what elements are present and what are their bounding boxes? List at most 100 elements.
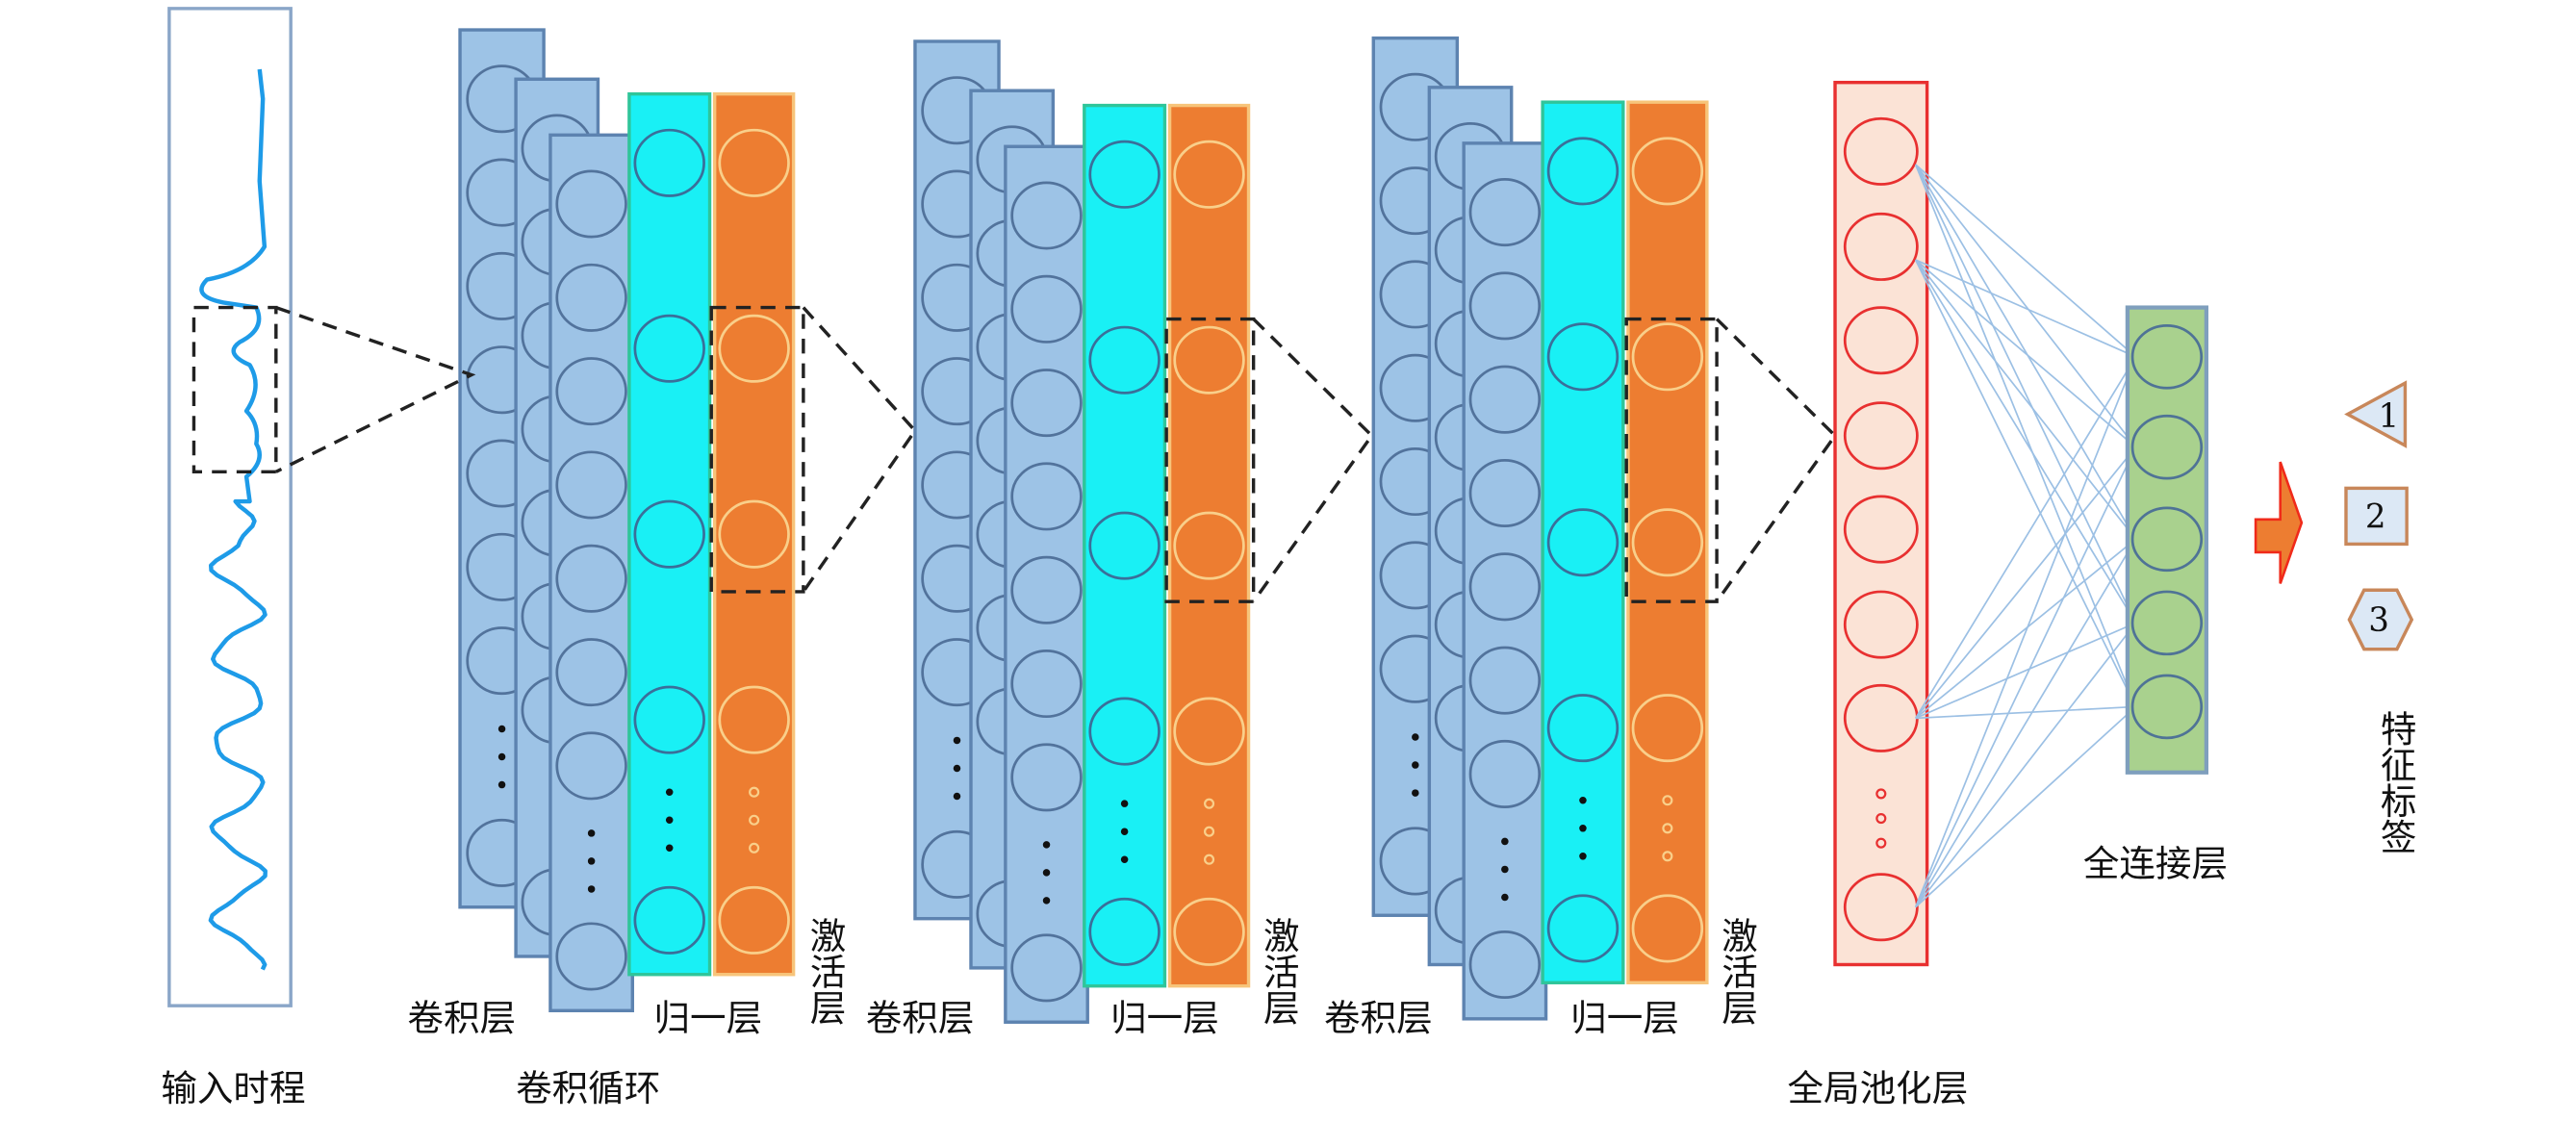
neuron bbox=[1173, 511, 1245, 580]
activation-layer-label-3: 激活层 bbox=[1716, 917, 1758, 1026]
ellipsis-dot bbox=[1579, 797, 1587, 804]
neuron bbox=[1843, 590, 1919, 659]
activation-layer-3 bbox=[1626, 100, 1709, 984]
neuron bbox=[2130, 674, 2204, 740]
ellipsis-dot bbox=[1501, 837, 1509, 846]
ellipsis-dot bbox=[749, 842, 760, 853]
ellipsis-dot bbox=[1412, 789, 1419, 797]
neuron bbox=[718, 885, 790, 955]
connection-line bbox=[1915, 164, 2137, 448]
input-signal-box bbox=[167, 7, 293, 1007]
global-pooling-layer bbox=[1833, 80, 1929, 967]
neuron bbox=[555, 263, 627, 332]
ellipsis-dot bbox=[1501, 865, 1509, 874]
neuron bbox=[555, 169, 627, 239]
input-time-history-signal bbox=[199, 68, 268, 971]
neuron bbox=[2130, 414, 2204, 480]
neuron bbox=[1173, 897, 1245, 966]
ellipsis-dot bbox=[497, 780, 506, 789]
ellipsis-dot bbox=[497, 725, 506, 733]
neuron bbox=[1468, 552, 1542, 622]
neuron bbox=[1546, 137, 1620, 206]
norm-layer-label-2: 归一层 bbox=[1110, 997, 1219, 1039]
neuron bbox=[555, 638, 627, 707]
ellipsis-dot bbox=[953, 764, 961, 773]
ellipsis-dot bbox=[665, 844, 674, 853]
neuron bbox=[1088, 511, 1160, 580]
ellipsis-dot bbox=[1042, 897, 1051, 904]
connection-line bbox=[1914, 356, 2137, 719]
conv-feature-map-c-2-rect bbox=[1004, 144, 1089, 1024]
neuron bbox=[1546, 894, 1620, 963]
neuron bbox=[1010, 933, 1083, 1003]
connection-line bbox=[1915, 259, 2136, 358]
norm-layer-label-3: 归一层 bbox=[1570, 997, 1679, 1039]
connection-line bbox=[1915, 705, 2137, 908]
activation-layer-label-2: 激活层 bbox=[1257, 917, 1299, 1026]
ellipsis-dot bbox=[1412, 733, 1419, 741]
neuron bbox=[555, 544, 627, 613]
connection-line bbox=[1915, 705, 2136, 720]
ellipsis-dot bbox=[749, 814, 760, 826]
activation-receptive-field-box-2 bbox=[1164, 317, 1256, 603]
neuron bbox=[555, 450, 627, 520]
neuron bbox=[1468, 178, 1542, 247]
connection-line bbox=[1914, 356, 2137, 908]
neuron bbox=[1468, 365, 1542, 434]
neuron bbox=[633, 499, 705, 569]
neuron bbox=[1843, 873, 1919, 942]
norm-layer-label-1: 归一层 bbox=[653, 997, 762, 1039]
neuron bbox=[633, 685, 705, 754]
neuron bbox=[1546, 322, 1620, 392]
normalization-layer-3-rect bbox=[1541, 100, 1625, 984]
neuron bbox=[2130, 323, 2204, 390]
conv-layer-label-3: 卷积层 bbox=[1324, 997, 1433, 1039]
ellipsis-dot bbox=[665, 816, 674, 825]
ellipsis-dot bbox=[1662, 823, 1673, 834]
projection-lines-4 bbox=[1715, 318, 1838, 603]
neuron bbox=[1088, 897, 1160, 966]
ellipsis-dot bbox=[1120, 828, 1129, 835]
neuron bbox=[633, 314, 705, 383]
neuron bbox=[1843, 495, 1919, 564]
neuron bbox=[2130, 506, 2204, 573]
conv-feature-map-c-3-rect bbox=[1462, 141, 1548, 1021]
ellipsis-dot bbox=[1042, 869, 1051, 877]
connection-line bbox=[1914, 164, 2137, 540]
neuron bbox=[1468, 930, 1542, 999]
connection-line bbox=[1914, 446, 2137, 908]
neuron bbox=[1010, 462, 1083, 531]
class-2-text: 2 bbox=[2365, 497, 2386, 536]
activation-layer-1 bbox=[712, 91, 796, 977]
ellipsis-dot bbox=[587, 857, 596, 865]
neuron bbox=[1843, 212, 1919, 281]
ellipsis-dot bbox=[587, 829, 596, 837]
ellipsis-dot bbox=[1412, 761, 1419, 769]
activation-layer-3-rect bbox=[1626, 100, 1709, 984]
conv-loop-label: 卷积循环 bbox=[516, 1067, 660, 1109]
ellipsis-dot bbox=[497, 752, 506, 761]
neuron bbox=[1843, 116, 1919, 186]
conv-feature-map-c-1 bbox=[548, 133, 635, 1012]
neuron bbox=[1010, 181, 1083, 250]
neuron bbox=[633, 128, 705, 197]
ellipsis-dot bbox=[1579, 853, 1587, 860]
feature-label-title: 特征标签 bbox=[2374, 710, 2416, 854]
connection-line bbox=[1915, 164, 2137, 358]
neuron bbox=[718, 128, 790, 197]
fully-connected-layer bbox=[2125, 305, 2208, 775]
connection-line bbox=[1915, 446, 2137, 719]
neuron bbox=[1010, 555, 1083, 624]
neuron bbox=[1843, 401, 1919, 471]
neuron bbox=[2130, 590, 2204, 656]
neuron bbox=[1631, 322, 1704, 392]
ellipsis-dot bbox=[1042, 841, 1051, 849]
input-label: 输入时程 bbox=[161, 1067, 305, 1109]
conv-feature-map-c-2 bbox=[1004, 144, 1089, 1024]
ellipsis-dot bbox=[1501, 893, 1509, 902]
output-arrow-icon bbox=[2254, 461, 2304, 584]
normalization-layer-1-rect bbox=[627, 91, 712, 977]
normalization-layer-1 bbox=[627, 91, 712, 977]
class-2-square-icon bbox=[2344, 486, 2409, 547]
